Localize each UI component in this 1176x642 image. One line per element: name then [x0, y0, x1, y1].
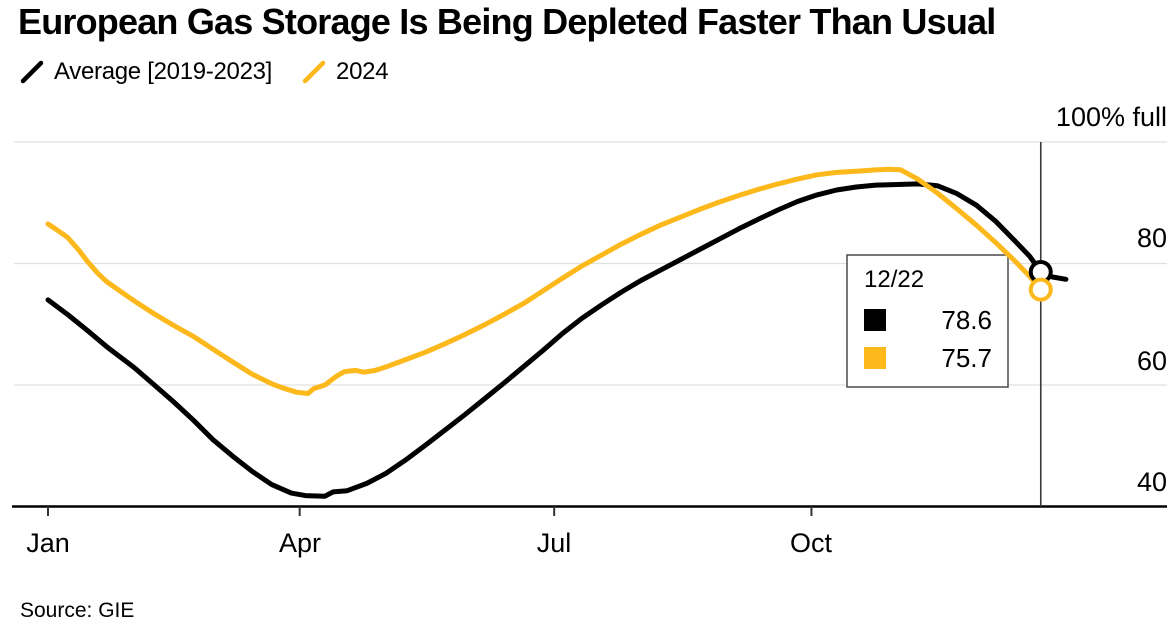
legend-item-2024: 2024 [302, 58, 389, 86]
legend-item-average: Average [2019-2023] [20, 58, 272, 86]
y-axis-top-label: 100% full [1056, 102, 1167, 132]
y-tick-label-40: 40 [1137, 467, 1167, 497]
average-series-swatch-icon [864, 309, 886, 331]
source-label: Source: GIE [20, 599, 135, 622]
average-line-slash-icon [20, 60, 44, 84]
x-tick-label-apr: Apr [279, 528, 321, 558]
x-tick-label-jul: Jul [537, 528, 572, 558]
tooltip: 12/22 78.6 75.7 [847, 255, 1008, 387]
legend-label-2024: 2024 [336, 58, 389, 85]
legend-label-average: Average [2019-2023] [54, 58, 273, 85]
tooltip-row-average: 78.6 [864, 301, 992, 339]
x-tick-label-jan: Jan [26, 528, 70, 558]
y-tick-label-60: 60 [1137, 346, 1167, 376]
marker-2024 [1028, 277, 1053, 302]
y-tick-label-80: 80 [1137, 223, 1167, 253]
tooltip-value-2024: 75.7 [941, 342, 992, 373]
page-title: European Gas Storage Is Being Depleted F… [18, 1, 996, 42]
series-line-2024 [45, 166, 1044, 396]
series-line-average-2019-2023- [45, 181, 1069, 499]
year-2024-line-slash-icon [302, 60, 326, 84]
tooltip-row-2024: 75.7 [864, 339, 992, 377]
tooltip-date: 12/22 [864, 266, 925, 293]
x-tick-label-oct: Oct [790, 528, 833, 558]
tooltip-value-average: 78.6 [941, 304, 992, 335]
year-2024-series-swatch-icon [864, 347, 886, 369]
legend: Average [2019-2023] 2024 [20, 58, 389, 86]
